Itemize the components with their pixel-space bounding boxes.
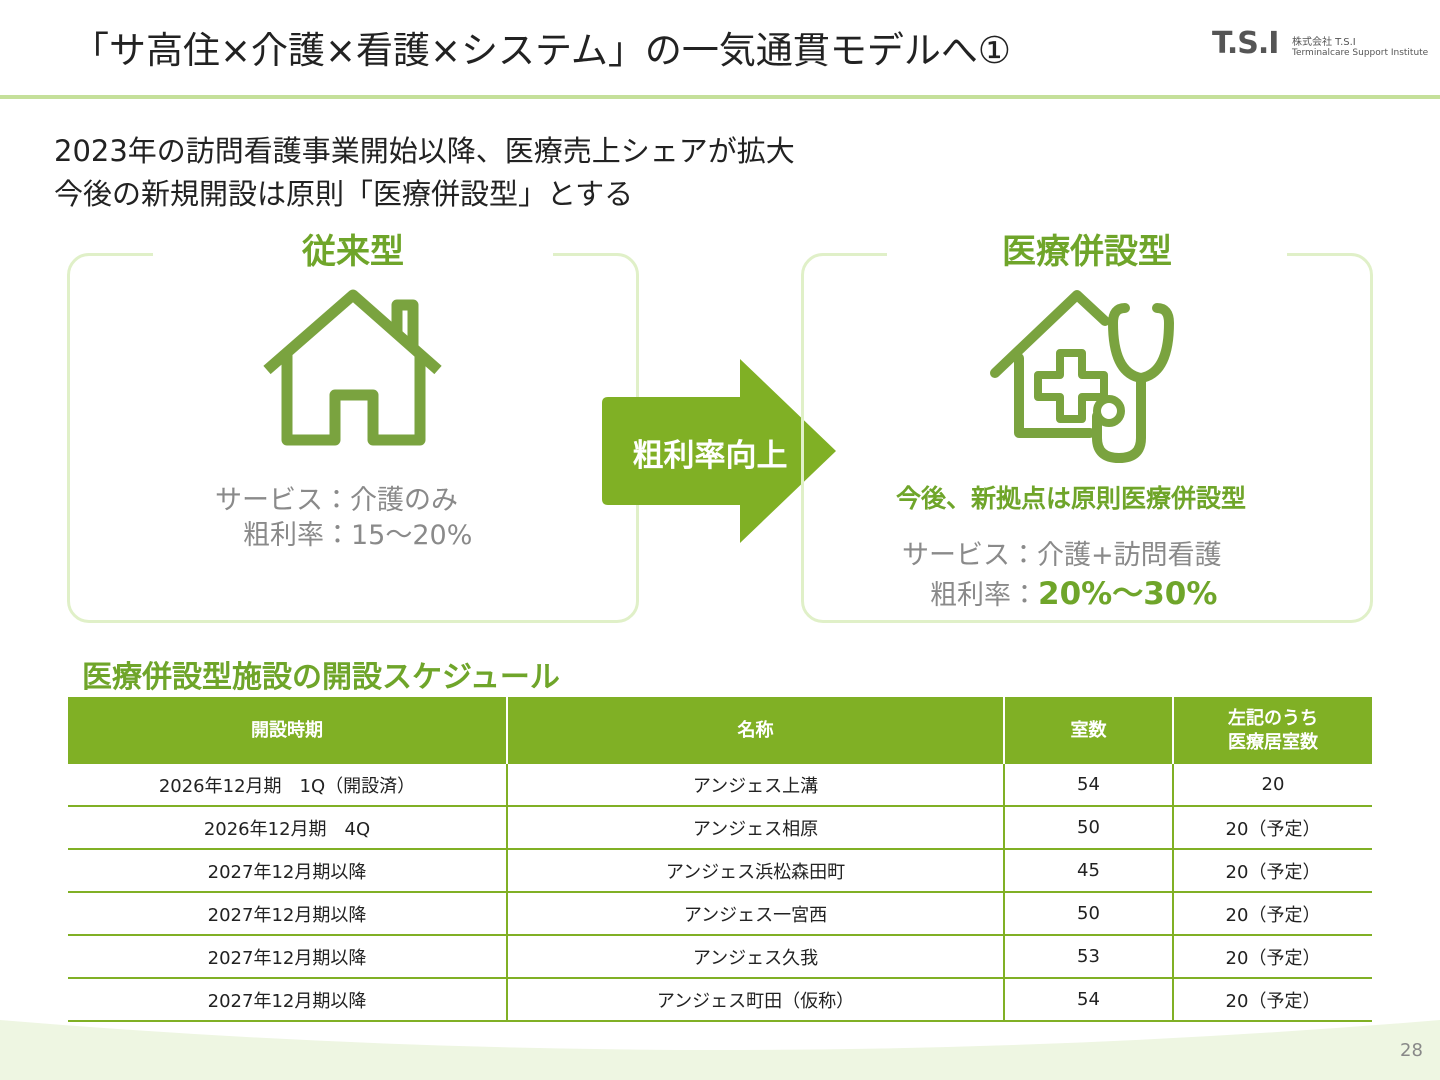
table-cell: 53: [1003, 935, 1173, 979]
table-cell: 2027年12月期以降: [68, 935, 507, 979]
service: サービス：介護のみ: [215, 478, 458, 517]
table-cell: 54: [1003, 764, 1173, 807]
table-row: 2027年12月期以降 アンジェス町田（仮称） 54 20（予定）: [68, 978, 1372, 1022]
table-cell: 2026年12月期 4Q: [68, 806, 507, 850]
label: 粗利率：: [243, 520, 351, 551]
table-cell: 2026年12月期 1Q（開設済）: [68, 764, 507, 807]
table-cell: 2027年12月期以降: [68, 978, 507, 1022]
table-row: 2027年12月期以降 アンジェス浜松森田町 45 20（予定）: [68, 849, 1372, 893]
panel-title: 医療併設型: [887, 224, 1287, 273]
title: 「サ高住×介護×看護×システム」の一気通貫モデルへ①: [72, 29, 1012, 72]
table-cell: 2027年12月期以降: [68, 849, 507, 893]
headline: 今後、新拠点は原則医療併設型: [895, 484, 1246, 513]
table-cell: 20（予定）: [1172, 935, 1372, 979]
arrow: [602, 359, 836, 543]
table-cell: 20（予定）: [1172, 806, 1372, 850]
service: サービス：介護+訪問看護: [902, 533, 1222, 572]
subtitle: 2023年の訪問看護事業開始以降、医療売上シェアが拡大: [54, 134, 795, 168]
value: 20%〜30%: [1038, 576, 1218, 612]
table-cell: アンジェス浜松森田町: [506, 849, 1004, 893]
table-body: 2026年12月期 1Q（開設済） アンジェス上溝 54 20 2026年12月期 4Q…: [68, 764, 1372, 1022]
header-row: 開設時期 名称 室数 左記のうち 医療居室数: [68, 697, 1372, 764]
panel-title: 従来型: [153, 224, 553, 273]
table-cell: アンジェス上溝: [506, 764, 1004, 807]
table-row: 2027年12月期以降 アンジェス久我 53 20（予定）: [68, 935, 1372, 979]
table-cell: 50: [1003, 806, 1173, 850]
value: 介護+訪問看護: [1037, 540, 1222, 571]
header-line: 室数: [1070, 719, 1107, 741]
schedule-title: 医療併設型施設の開設スケジュール: [82, 660, 560, 695]
arrow-label: 粗利率向上: [632, 438, 788, 474]
table-cell: 20: [1172, 764, 1372, 807]
table-cell: アンジェス相原: [506, 806, 1004, 850]
table-cell: アンジェス一宮西: [506, 892, 1004, 936]
table-cell: 50: [1003, 892, 1173, 936]
label: 粗利率：: [930, 580, 1038, 611]
header-rule: [0, 95, 1440, 99]
table-cell: 2027年12月期以降: [68, 892, 507, 936]
logo-tagline: Terminalcare Support Institute: [1292, 48, 1429, 58]
value: 介護のみ: [350, 485, 458, 516]
value: 15〜20%: [351, 520, 473, 551]
header-line: 名称: [737, 719, 774, 741]
table-cell: 45: [1003, 849, 1173, 893]
table-row: 2026年12月期 4Q アンジェス相原 50 20（予定）: [68, 806, 1372, 850]
logo-company: 株式会社 T.S.I: [1292, 37, 1356, 48]
table-cell: 20（予定）: [1172, 892, 1372, 936]
schedule-table: 開設時期 名称 室数 左記のうち 医療居室数 2026年12月期 1Q（開設済） アンジェ…: [68, 697, 1372, 1022]
page-number: 28: [1400, 1040, 1423, 1061]
margin: 粗利率：15〜20%: [243, 513, 472, 552]
medical-house-icon: [990, 290, 1174, 463]
table-cell: アンジェス久我: [506, 935, 1004, 979]
house-icon: [263, 289, 442, 446]
column-header: 名称: [506, 697, 1004, 764]
column-header: 開設時期: [68, 697, 507, 764]
column-header: 室数: [1003, 697, 1173, 764]
header-line: 左記のうち: [1228, 707, 1318, 729]
label: サービス：: [215, 485, 350, 516]
table-row: 2027年12月期以降 アンジェス一宮西 50 20（予定）: [68, 892, 1372, 936]
subtitle: 今後の新規開設は原則「医療併設型」とする: [54, 177, 634, 211]
label: サービス：: [902, 540, 1037, 571]
header-line: 医療居室数: [1228, 731, 1318, 753]
table-row: 2026年12月期 1Q（開設済） アンジェス上溝 54 20: [68, 764, 1372, 807]
table-cell: 54: [1003, 978, 1173, 1022]
table-cell: アンジェス町田（仮称）: [506, 978, 1004, 1022]
logo-mark: T.S.I: [1212, 26, 1279, 61]
margin: 粗利率：20%〜30%: [930, 568, 1217, 613]
table-cell: 20（予定）: [1172, 978, 1372, 1022]
table-cell: 20（予定）: [1172, 849, 1372, 893]
column-header: 左記のうち 医療居室数: [1172, 697, 1372, 764]
header-line: 開設時期: [251, 719, 323, 741]
